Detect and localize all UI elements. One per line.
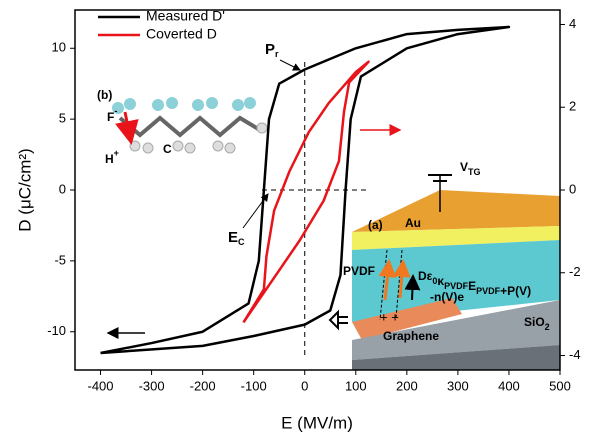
y-tick-label: 0: [59, 181, 66, 196]
annotation: (a): [368, 218, 383, 232]
annotation-text: E: [468, 279, 476, 293]
annotation-text: D: [418, 269, 427, 283]
inset-molecule: [112, 97, 267, 153]
annotation-sub: PVDF: [476, 286, 501, 296]
x-tick-label: 0: [301, 378, 308, 393]
x-tick-label: -100: [241, 378, 267, 393]
annotation-sub: 2: [545, 322, 550, 332]
y2-tick-label: 0: [569, 181, 576, 196]
annotation-sup: +: [114, 148, 119, 158]
annotation: H+: [105, 148, 119, 166]
y-axis-label: D (μC/cm²): [15, 148, 34, 231]
annotation: EC: [228, 229, 245, 247]
annotation-text: P: [265, 41, 275, 58]
annotation: Au: [405, 216, 421, 230]
y2-tick-label: 4: [569, 16, 576, 31]
annotation: Graphene: [383, 329, 439, 343]
series-line: [243, 62, 368, 323]
x-tick-label: 300: [447, 378, 469, 393]
annotation-text: +P(V): [500, 284, 531, 298]
annotation-text: Graphene: [383, 329, 439, 343]
annotation-sub: r: [275, 49, 279, 59]
chart: + + E (MV/m) D (μC/cm²) -400-300-200-100…: [0, 0, 596, 445]
annotation-text: V: [460, 160, 468, 174]
annotation-text: (a): [368, 218, 383, 232]
annotation-text: SiO: [524, 315, 545, 329]
y-tick-label: 5: [59, 111, 66, 126]
x-tick-label: -400: [88, 378, 114, 393]
annotation-arrow: [280, 60, 300, 70]
annotation-text: E: [228, 229, 238, 246]
annotation-sup: -: [114, 106, 117, 116]
x-tick-label: 400: [498, 378, 520, 393]
y-tick-label: -5: [54, 252, 66, 267]
y2-tick-label: -2: [569, 264, 581, 279]
x-axis-label: E (MV/m): [281, 413, 353, 432]
annotation: C: [163, 142, 172, 156]
annotation-text: C: [163, 142, 172, 156]
annotation-text: -n(V)e: [430, 290, 464, 304]
y2-tick-label: -4: [569, 347, 581, 362]
x-tick-label: 200: [396, 378, 418, 393]
annotation-text: H: [105, 152, 114, 166]
annotation: (b): [97, 88, 112, 102]
annotation-text: F: [107, 110, 114, 124]
annotation: -n(V)e: [430, 290, 464, 304]
annotation-text: PVDF: [343, 264, 375, 278]
y-tick-label: 10: [52, 40, 66, 55]
annotation: VTG: [460, 160, 481, 177]
x-tick-label: 500: [549, 378, 571, 393]
x-tick-label: -200: [190, 378, 216, 393]
annotation-sub: C: [238, 237, 245, 247]
annotation-sub: TG: [468, 167, 481, 177]
y-tick-label: -10: [47, 323, 66, 338]
y2-tick-label: 2: [569, 99, 576, 114]
annotation-sub: PVDF: [444, 281, 469, 291]
x-tick-label: -300: [139, 378, 165, 393]
svg-text:+ +: + +: [380, 309, 399, 324]
legend-label: Coverted D: [146, 26, 217, 42]
annotation: PVDF: [343, 264, 375, 278]
legend-label: Measured D': [146, 8, 225, 24]
annotation-text: (b): [97, 88, 112, 102]
annotation: Pr: [265, 41, 279, 59]
annotation-text: Au: [405, 216, 421, 230]
x-tick-label: 100: [345, 378, 367, 393]
